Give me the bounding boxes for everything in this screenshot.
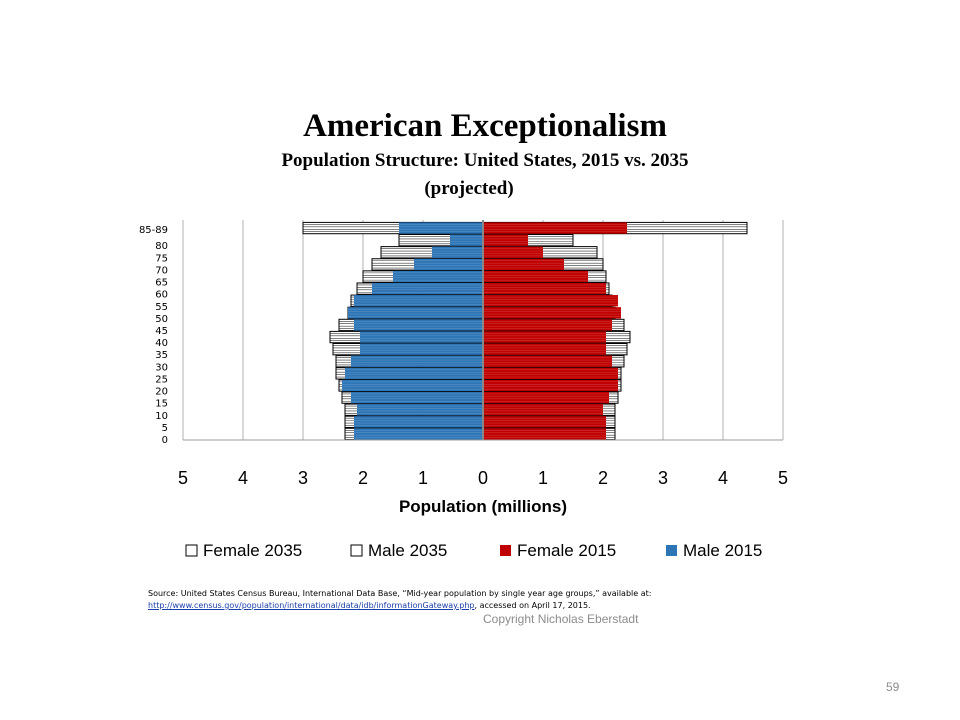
- bar-male-2015-5-9: [354, 416, 483, 428]
- y-tick-label-4: 20: [155, 387, 168, 398]
- legend-item-female-2015: Female 2015: [500, 541, 616, 560]
- chart-subtitle-line2: (projected): [424, 178, 513, 199]
- x-tick-label-7: 2: [598, 468, 608, 488]
- bar-male-2015-30-34: [351, 355, 483, 367]
- x-tick-label-3: 2: [358, 468, 368, 488]
- bar-female-2015-50-54: [483, 307, 621, 319]
- legend-label-1: Male 2035: [368, 541, 447, 560]
- y-tick-label-17: 85-89: [139, 225, 168, 236]
- legend-label-3: Male 2015: [683, 541, 762, 560]
- bar-female-2015-65-69: [483, 270, 588, 283]
- bar-male-2015-25-29: [345, 367, 483, 380]
- legend-swatch-0: [185, 544, 198, 557]
- bar-female-2015-55-59: [483, 295, 618, 307]
- legend-item-male-2035: Male 2035: [350, 541, 447, 560]
- legend-item-male-2015: Male 2015: [666, 541, 762, 560]
- legend-label-2: Female 2015: [517, 541, 616, 560]
- bar-female-2015-60-64: [483, 282, 606, 295]
- bar-male-2015-65-69: [393, 270, 483, 283]
- y-tick-label-11: 55: [155, 302, 168, 313]
- bar-female-2015-20-24: [483, 379, 618, 392]
- source-suffix: , accessed on April 17, 2015.: [474, 601, 591, 610]
- x-tick-label-1: 4: [238, 468, 248, 488]
- y-tick-label-8: 40: [155, 338, 168, 349]
- bar-male-2015-0-4: [354, 428, 483, 440]
- x-tick-label-10: 5: [778, 468, 788, 488]
- x-tick-label-5: 0: [478, 468, 488, 488]
- legend-label-0: Female 2035: [203, 541, 302, 560]
- bar-female-2015-0-4: [483, 428, 606, 440]
- bar-female-2015-85-89: [483, 222, 627, 234]
- x-tick-label-4: 1: [418, 468, 428, 488]
- bar-female-2015-5-9: [483, 416, 606, 428]
- bar-female-2015-45-49: [483, 319, 612, 331]
- y-tick-label-7: 35: [155, 350, 168, 361]
- source-text: Source: United States Census Bureau, Int…: [148, 589, 652, 598]
- bar-male-2015-75-79: [432, 246, 483, 258]
- bar-male-2015-15-19: [351, 391, 483, 404]
- x-tick-label-9: 4: [718, 468, 728, 488]
- y-tick-label-5: 25: [155, 374, 168, 385]
- bar-female-2015-15-19: [483, 391, 609, 404]
- bar-male-2015-10-14: [357, 404, 483, 416]
- y-tick-label-13: 65: [155, 278, 168, 289]
- x-axis-labels: 5 4 3 2 1 0 1 2 3 4 5: [178, 468, 788, 488]
- y-tick-label-1: 5: [162, 423, 168, 434]
- legend-swatch-2: [500, 545, 511, 556]
- y-tick-label-15: 75: [155, 253, 168, 264]
- bar-female-2015-10-14: [483, 404, 603, 416]
- bar-female-2015-30-34: [483, 355, 612, 367]
- x-axis-title: Population (millions): [399, 497, 567, 516]
- bar-female-2015-75-79: [483, 246, 543, 258]
- legend-swatch-1: [350, 544, 363, 557]
- source-note: Source: United States Census Bureau, Int…: [148, 588, 651, 612]
- bars-2015: [342, 222, 627, 440]
- y-tick-label-10: 50: [155, 314, 168, 325]
- bar-male-2015-35-39: [360, 343, 483, 355]
- bar-male-2015-20-24: [342, 379, 483, 392]
- bar-male-2015-85-89: [399, 222, 483, 234]
- y-tick-label-6: 30: [155, 362, 168, 373]
- y-tick-label-3: 15: [155, 399, 168, 410]
- x-tick-label-2: 3: [298, 468, 308, 488]
- y-tick-label-2: 10: [155, 411, 168, 422]
- bar-female-2015-40-44: [483, 331, 606, 343]
- copyright-text: Copyright Nicholas Eberstadt: [483, 612, 639, 626]
- bar-male-2015-80-84: [450, 234, 483, 246]
- y-tick-label-9: 45: [155, 326, 168, 337]
- y-tick-label-0: 0: [162, 435, 168, 446]
- bar-male-2015-40-44: [360, 331, 483, 343]
- bar-male-2015-55-59: [354, 295, 483, 307]
- bar-female-2015-25-29: [483, 367, 618, 380]
- chart-subtitle-line1: Population Structure: United States, 201…: [281, 150, 688, 171]
- x-tick-label-6: 1: [538, 468, 548, 488]
- legend: Female 2035 Male 2035 Female 2015 Male 2015: [185, 541, 762, 560]
- source-link[interactable]: http://www.census.gov/population/interna…: [148, 601, 475, 610]
- x-tick-label-0: 5: [178, 468, 188, 488]
- bar-female-2015-80-84: [483, 234, 528, 246]
- page-number: 59: [886, 680, 900, 694]
- legend-swatch-3: [666, 545, 677, 556]
- bar-male-2015-70-74: [414, 258, 483, 271]
- chart-title: American Exceptionalism: [303, 108, 667, 144]
- bar-female-2015-70-74: [483, 258, 564, 271]
- x-tick-label-8: 3: [658, 468, 668, 488]
- y-tick-label-16: 80: [155, 241, 168, 252]
- bar-female-2015-35-39: [483, 343, 606, 355]
- y-tick-label-12: 60: [155, 290, 168, 301]
- bar-male-2015-50-54: [348, 307, 483, 319]
- bar-male-2015-45-49: [354, 319, 483, 331]
- bar-male-2015-60-64: [372, 282, 483, 295]
- y-tick-label-14: 70: [155, 265, 168, 276]
- legend-item-female-2035: Female 2035: [185, 541, 302, 560]
